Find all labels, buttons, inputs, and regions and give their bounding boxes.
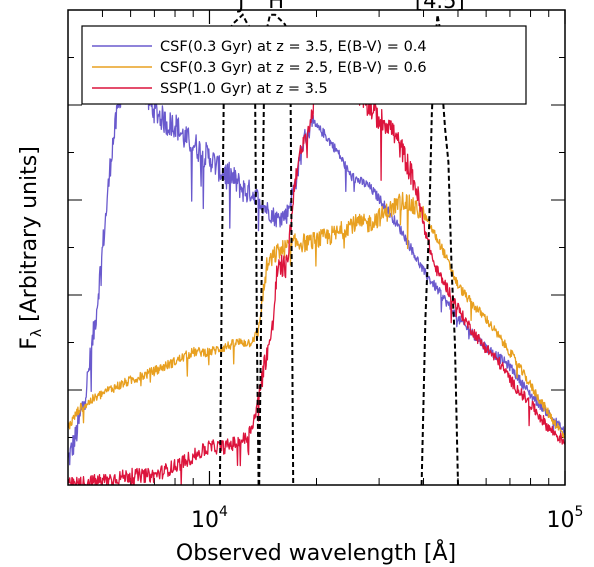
- x-tick-labels: 104 105: [191, 504, 583, 533]
- x-tick-label-base-1: 10: [547, 508, 575, 533]
- y-axis-label-rest: [Arbitrary units]: [17, 146, 42, 329]
- x-tick-label-1: 105: [547, 504, 584, 533]
- filter-label-1: H: [268, 0, 284, 13]
- plot-frame: [67, 9, 566, 486]
- legend-label-0: CSF(0.3 Gyr) at z = 3.5, E(B-V) = 0.4: [160, 39, 427, 55]
- legend: CSF(0.3 Gyr) at z = 3.5, E(B-V) = 0.4 CSF…: [81, 25, 527, 105]
- x-tick-label-0: 104: [191, 504, 228, 533]
- filter-curve-1: [258, 13, 295, 485]
- y-axis-label-sub: λ: [29, 329, 45, 337]
- series-line-1: [68, 191, 565, 439]
- legend-label-2: SSP(1.0 Gyr) at z = 3.5: [160, 81, 328, 97]
- x-tick-label-exp-0: 4: [219, 504, 228, 520]
- filter-label-0: J: [236, 0, 244, 13]
- legend-label-1: CSF(0.3 Gyr) at z = 2.5, E(B-V) = 0.6: [160, 60, 427, 76]
- x-axis-label: Observed wavelength [Å]: [176, 539, 456, 566]
- legend-box: [81, 25, 527, 105]
- y-axis-label-main: F: [17, 337, 42, 350]
- x-tick-label-base-0: 10: [191, 508, 219, 533]
- filter-labels: J H [4.5]: [236, 0, 464, 13]
- y-axis-label: Fλ [Arbitrary units]: [17, 146, 45, 350]
- filter-label-2: [4.5]: [415, 0, 465, 13]
- x-tick-label-exp-1: 5: [575, 504, 584, 520]
